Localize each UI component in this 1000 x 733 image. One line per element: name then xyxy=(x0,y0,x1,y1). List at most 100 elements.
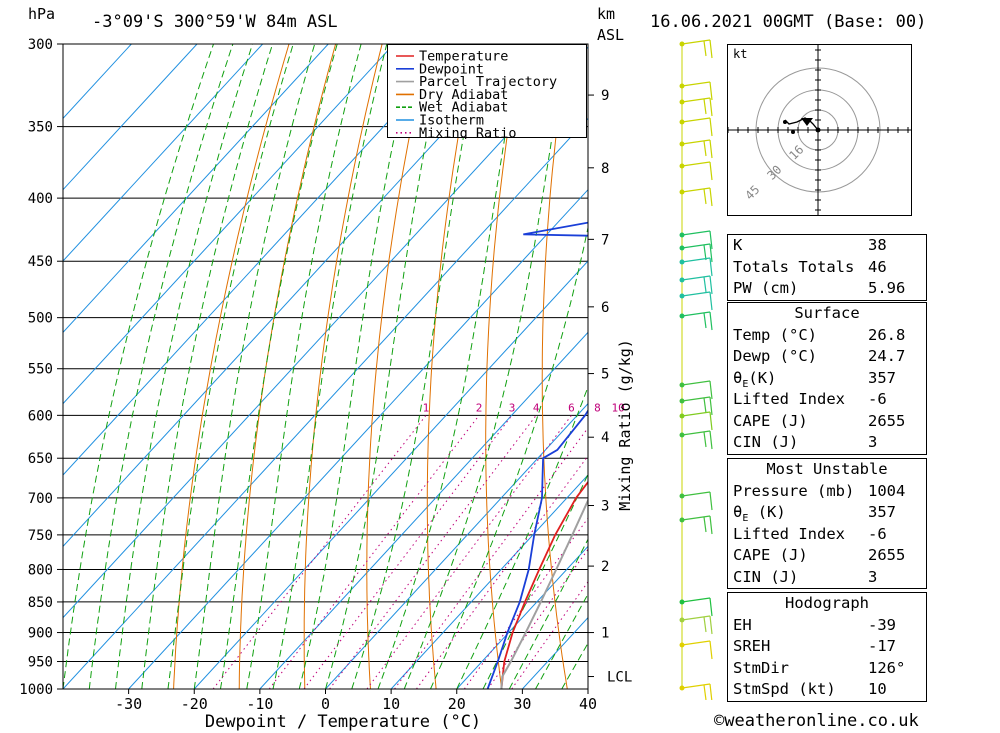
mixing-ratio-line xyxy=(487,548,588,689)
legend-label: Isotherm xyxy=(419,113,484,129)
wet-adiabat-line xyxy=(272,44,388,689)
surface-title: Surface xyxy=(794,304,860,322)
stmdir-label: StmDir xyxy=(733,658,789,677)
mu-cin-label: CIN (J) xyxy=(733,567,799,586)
pressure-tick-label: 900 xyxy=(28,626,53,642)
wind-barb-shaft xyxy=(681,291,711,297)
isotherm-line xyxy=(63,44,460,476)
wind-barb-flag xyxy=(709,491,713,511)
pressure-tick-label: 650 xyxy=(28,451,53,467)
wind-barb-flag xyxy=(703,276,707,293)
wind-barb-flag xyxy=(709,380,713,400)
wind-barb-flag xyxy=(703,312,707,329)
hodograph-point xyxy=(791,130,795,134)
mixing-ratio-label: 10 xyxy=(611,401,624,414)
isotherm-line xyxy=(63,44,132,120)
surface-cin-value: 3 xyxy=(868,433,878,451)
surface-dewp-value: 24.7 xyxy=(868,347,906,365)
hodograph-storm-marker xyxy=(801,118,813,126)
mu-theta-row: θE (K) 357 xyxy=(728,502,926,524)
pressure-tick-label: 800 xyxy=(28,562,53,578)
mixing-ratio-label: 1 xyxy=(423,401,430,414)
wind-barb-flag xyxy=(709,275,713,295)
wind-barb-shaft xyxy=(681,161,711,167)
wind-barb-flag xyxy=(709,640,713,660)
wind-barb-flag xyxy=(703,98,707,115)
legend-label: Dry Adiabat xyxy=(419,87,508,103)
stmspd-value: 10 xyxy=(868,680,887,698)
wind-barb-flag xyxy=(709,615,713,635)
x-tick-label: 20 xyxy=(448,695,466,713)
x-tick-label: -20 xyxy=(181,695,208,713)
wind-barb-flag xyxy=(709,257,713,277)
mu-cin-row: CIN (J) 3 xyxy=(728,567,926,589)
most-unstable-table: Most Unstable Pressure (mb) 1004 θE (K) 35… xyxy=(727,458,927,589)
km-tick-label: 1 xyxy=(601,626,609,642)
sreh-label: SREH xyxy=(733,637,771,655)
hodograph-table: Hodograph EH -39 SREH -17 StmDir 126° StmSp… xyxy=(727,592,927,702)
wind-barb-flag xyxy=(703,397,707,414)
eh-label: EH xyxy=(733,615,752,634)
pressure-tick-label: 1000 xyxy=(19,682,53,698)
surface-cape-label: CAPE (J) xyxy=(733,411,808,430)
wind-barb-flag xyxy=(709,161,713,181)
wet-adiabat-line xyxy=(351,44,482,689)
wet-adiabat-line xyxy=(63,44,214,689)
wet-adiabat-line xyxy=(193,44,316,689)
skewt-chart: 12346810162025 3003504004505005506006507… xyxy=(19,37,634,732)
legend-label: Parcel Trajectory xyxy=(419,74,557,90)
km-tick-label: 3 xyxy=(601,499,609,515)
wind-barb-flag xyxy=(709,230,713,250)
wind-barb-shaft xyxy=(681,243,711,249)
wind-barb-shaft xyxy=(681,515,711,521)
km-tick-label: 5 xyxy=(601,367,609,383)
mu-theta-value: 357 xyxy=(868,503,896,521)
wind-barb-shaft xyxy=(681,275,711,281)
mu-pressure-label: Pressure (mb) xyxy=(733,481,855,500)
wind-barb-shaft xyxy=(681,597,711,603)
wind-barb-flag xyxy=(703,188,707,205)
mixing-ratio-line xyxy=(415,455,588,689)
wind-barb-flag xyxy=(703,684,707,700)
wet-adiabat-line xyxy=(115,44,253,689)
datetime-title: 16.06.2021 00GMT (Base: 00) xyxy=(650,12,927,32)
surface-dewp-label: Dewp (°C) xyxy=(733,347,817,365)
wind-barb-flag xyxy=(709,139,713,159)
dry-adiabat-line xyxy=(366,44,430,689)
surface-cape-value: 2655 xyxy=(868,411,906,430)
km-tick-label: 8 xyxy=(601,161,609,177)
wind-barb-shaft xyxy=(681,411,711,417)
isotherm-line xyxy=(193,260,588,689)
wind-barb-flag xyxy=(709,597,713,617)
mixing-ratio-line xyxy=(394,427,588,689)
surface-theta-label: θE(K) xyxy=(733,368,777,390)
wind-barb-shaft xyxy=(681,81,711,87)
mu-pressure-value: 1004 xyxy=(868,481,906,500)
wind-barb-flag xyxy=(703,244,707,261)
wind-barb-flag xyxy=(709,81,713,101)
isotherm-line xyxy=(63,44,198,191)
stmdir-row: StmDir 126° xyxy=(728,658,926,680)
wind-barb-shaft xyxy=(681,39,711,45)
wind-barb-flag xyxy=(709,430,713,450)
hodograph-point xyxy=(783,120,787,124)
eh-row: EH -39 xyxy=(728,615,926,637)
mu-cape-value: 2655 xyxy=(868,546,906,564)
hodograph-unit: kt xyxy=(733,47,747,61)
dry-adiabat-line xyxy=(173,44,290,689)
x-tick-label: 40 xyxy=(579,695,597,713)
isotherm-line xyxy=(259,331,588,689)
wind-barb-flag xyxy=(703,516,707,533)
wind-barb-flag xyxy=(709,117,713,137)
wet-adiabat-line xyxy=(167,44,294,689)
km-tick-label: 7 xyxy=(601,232,609,248)
x-tick-label: -30 xyxy=(115,695,142,713)
isotherm-line xyxy=(63,44,526,548)
wind-barb-shaft xyxy=(681,491,711,497)
credit-link[interactable]: ©weatheronline.co.uk xyxy=(714,711,919,731)
sreh-value: -17 xyxy=(868,637,896,655)
wind-barb-flag xyxy=(709,291,713,311)
km-tick-label: 6 xyxy=(601,300,609,316)
totals-totals-value: 46 xyxy=(868,257,887,276)
pw-label: PW (cm) xyxy=(733,279,799,297)
